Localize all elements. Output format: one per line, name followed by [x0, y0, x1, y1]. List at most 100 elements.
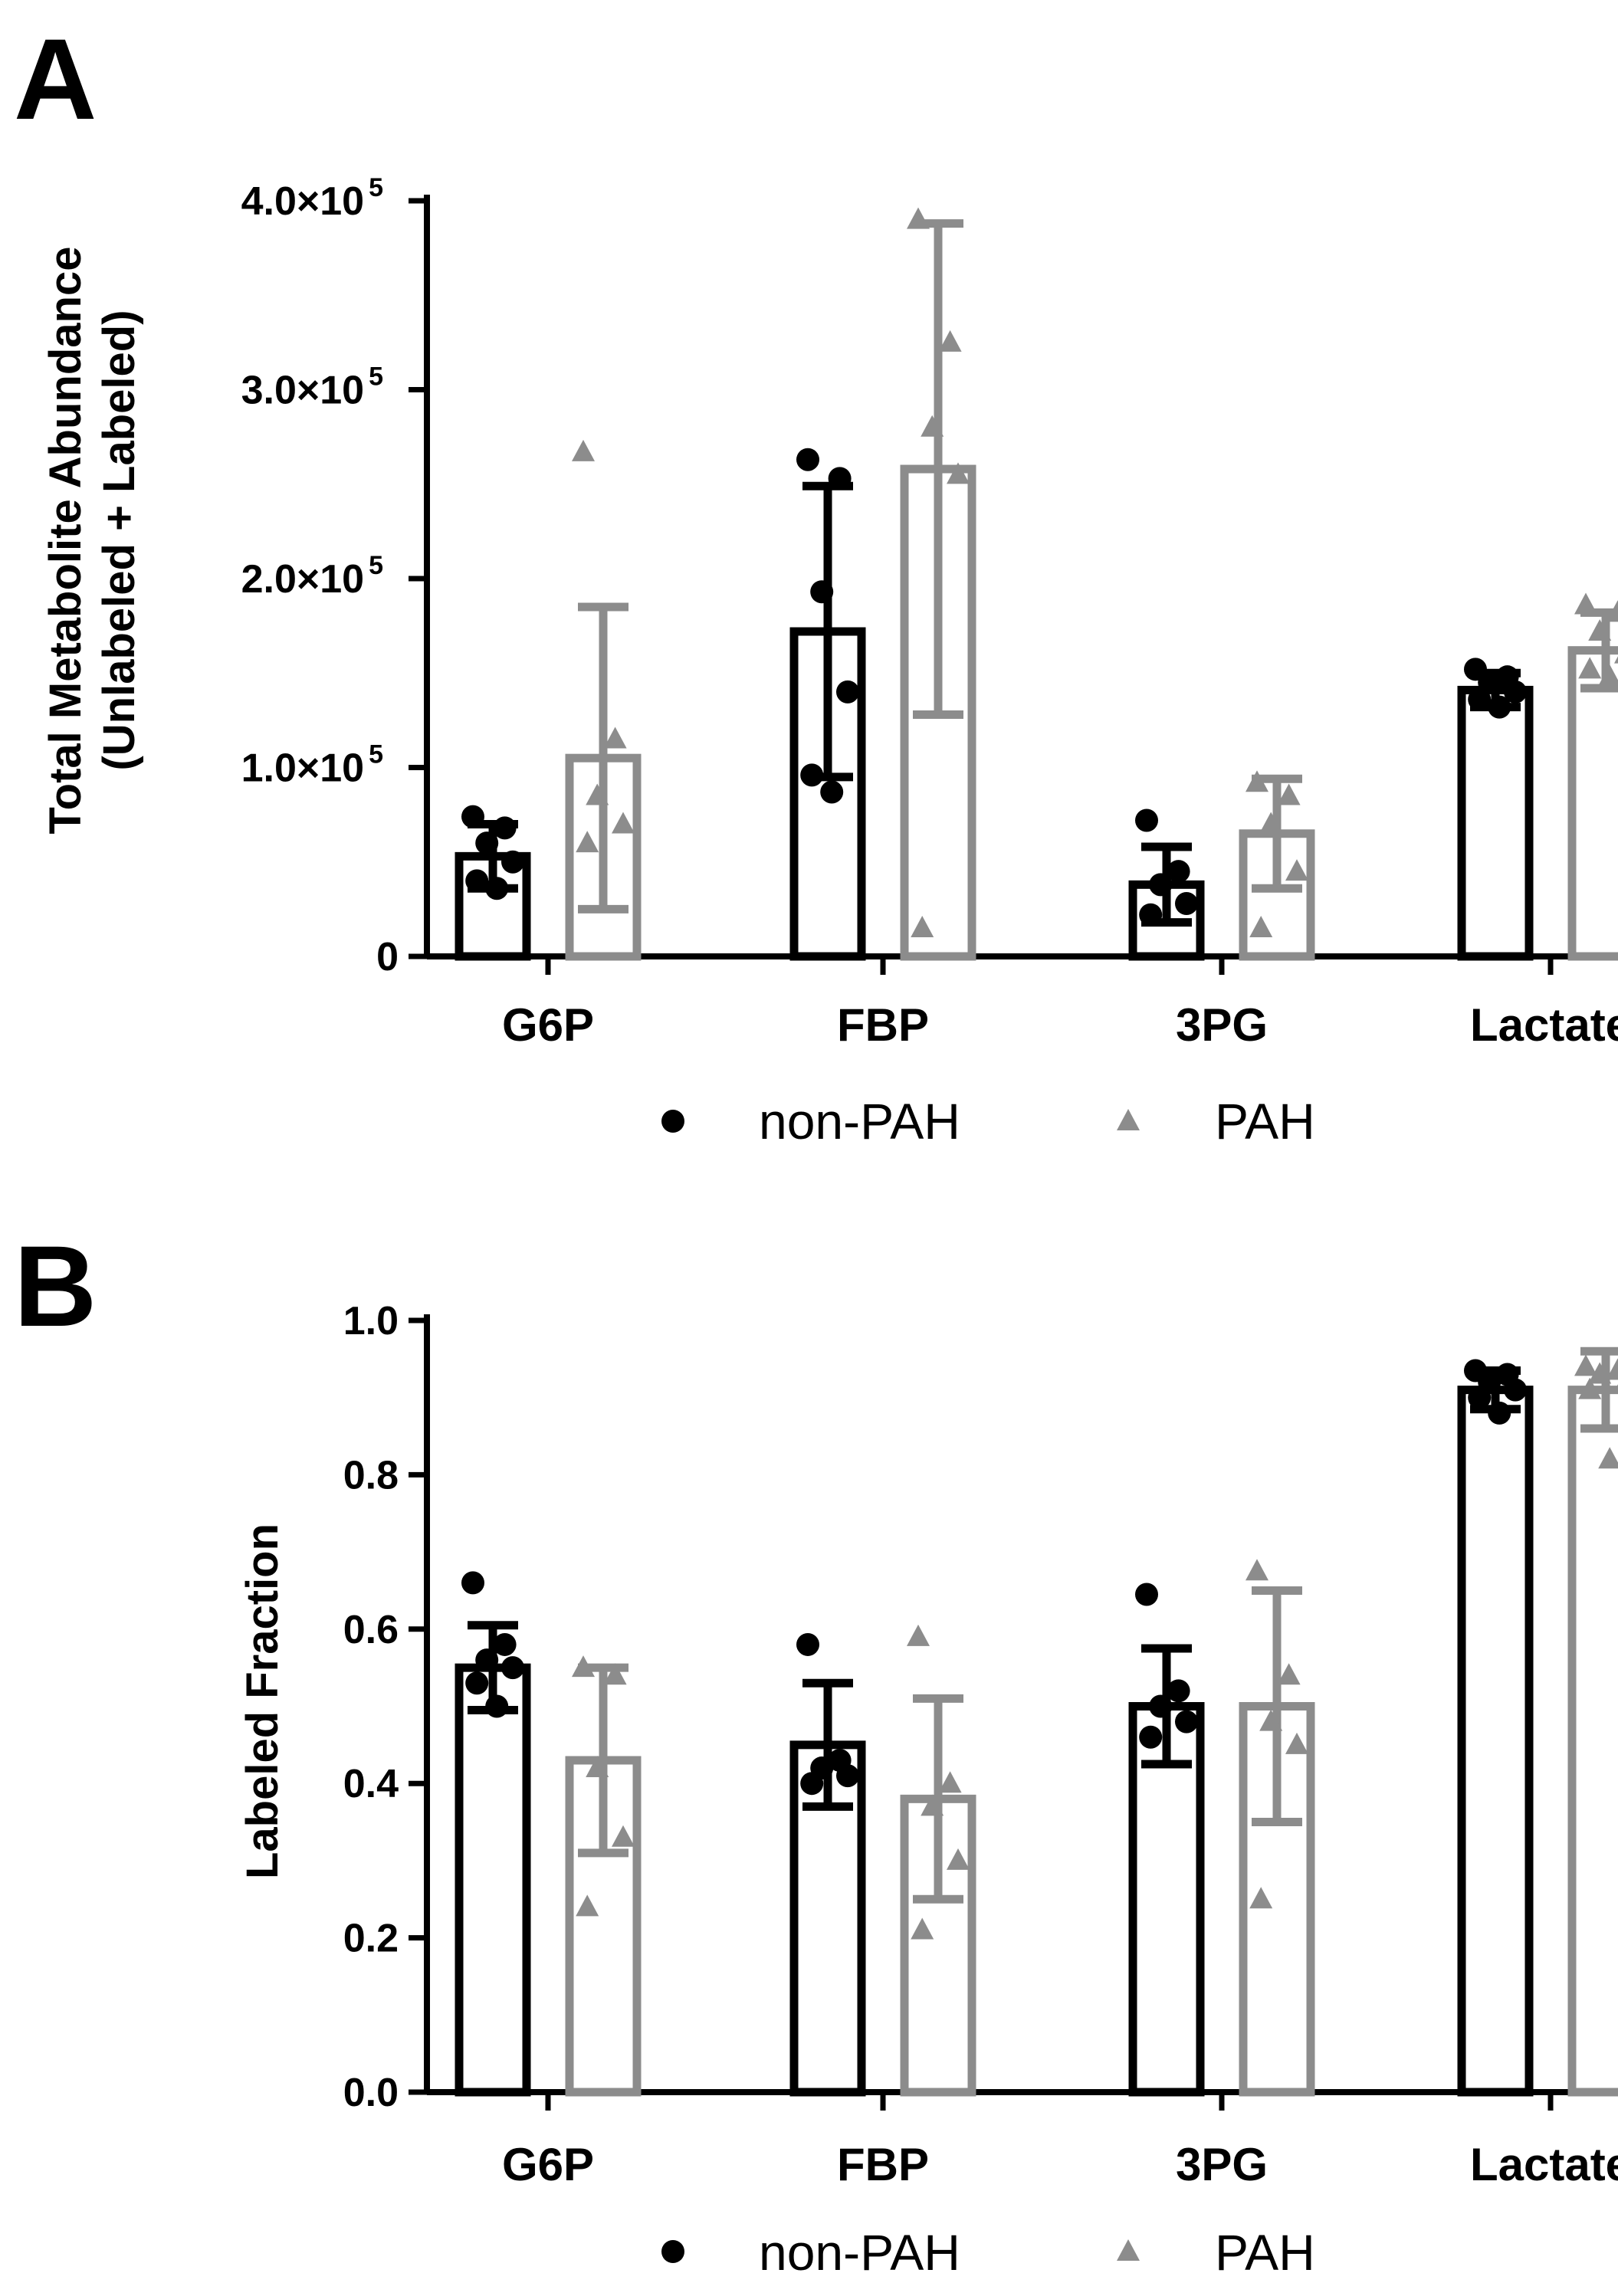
point-pah: [1614, 656, 1618, 664]
point-pah: [921, 415, 944, 437]
point-non-pah: [1175, 891, 1198, 915]
legend-pah-label: PAH: [1215, 1093, 1315, 1150]
point-pah: [947, 1848, 970, 1870]
point-pah: [1245, 770, 1268, 792]
point-pah: [1598, 1447, 1618, 1469]
point-non-pah: [475, 1648, 499, 1672]
panel-a-y-axis-label-line2: (Unlabeled + Labeled): [94, 310, 144, 770]
point-pah: [603, 727, 627, 749]
point-non-pah: [1149, 873, 1173, 897]
panel-b-plot-area: 0.0 0.2 0.4 0.6 0.8 1.0 G6P FBP 3PG Lactate: [343, 1299, 1618, 2190]
bar-pah: [1567, 1386, 1618, 2097]
panel-b-y-axis-label: Labeled Fraction: [238, 1524, 287, 1879]
x-category-label: Lactate: [1470, 2139, 1618, 2190]
point-pah: [612, 812, 635, 834]
panel-a-chart: A Total Metabolite Abundance (Unlabeled …: [14, 15, 1618, 1150]
point-non-pah: [1135, 1583, 1158, 1606]
point-non-pah: [461, 805, 484, 828]
x-category-label: G6P: [502, 2139, 594, 2190]
y-tick-label: 1.0×10 5: [241, 740, 383, 791]
point-pah: [1588, 1362, 1612, 1384]
x-category-label: Lactate: [1470, 999, 1618, 1051]
point-non-pah: [1504, 1378, 1527, 1402]
point-pah: [938, 330, 962, 352]
point-pah: [586, 783, 609, 805]
point-non-pah: [485, 877, 509, 900]
bar-non-pah: [1457, 685, 1534, 961]
point-non-pah: [461, 1571, 484, 1595]
legend-pah-label: PAH: [1215, 2224, 1315, 2281]
point-non-pah: [1139, 903, 1163, 927]
point-pah: [911, 1917, 934, 1940]
point-non-pah: [796, 448, 819, 471]
y-tick-label: 0.4: [343, 1762, 399, 1806]
point-non-pah: [493, 816, 517, 840]
point-non-pah: [820, 780, 844, 804]
point-pah: [1249, 916, 1273, 938]
point-pah: [947, 462, 970, 484]
point-non-pah: [800, 1772, 824, 1796]
legend-non-pah-marker: [661, 2240, 684, 2263]
point-pah: [1578, 1377, 1602, 1399]
point-non-pah: [828, 467, 852, 490]
panel-a-plot-area: 0 1.0×10 5 2.0×10 5 3.0×10 5 4.0×10 5 G6P FBP 3PG La…: [241, 173, 1618, 1051]
panel-b-letter: B: [14, 1222, 97, 1350]
point-pah: [1285, 859, 1308, 881]
y-tick-label: 0.8: [343, 1453, 399, 1497]
point-pah: [921, 1794, 944, 1816]
point-non-pah: [1468, 687, 1492, 711]
point-non-pah: [1468, 1386, 1492, 1409]
point-non-pah: [810, 580, 834, 604]
bar-non-pah: [455, 1663, 531, 2097]
point-pah: [907, 207, 930, 229]
point-non-pah: [800, 763, 824, 787]
point-pah: [1588, 619, 1612, 641]
bar-pah: [900, 1794, 976, 2097]
point-pah: [1574, 592, 1597, 615]
point-non-pah: [465, 869, 489, 893]
point-non-pah: [501, 850, 524, 874]
point-non-pah: [1167, 860, 1190, 884]
point-pah: [576, 831, 599, 853]
panel-b-chart: B Labeled Fraction 0.0 0.2 0.4 0.6 0.8 1.0 G6P…: [14, 1222, 1618, 2281]
point-non-pah: [485, 1694, 509, 1718]
legend-pah-marker: [1117, 1109, 1140, 1130]
x-category-label: 3PG: [1176, 2139, 1268, 2190]
point-non-pah: [1504, 680, 1527, 704]
point-non-pah: [1149, 1694, 1173, 1718]
point-non-pah: [836, 1764, 859, 1788]
legend-non-pah-marker: [661, 1110, 684, 1133]
y-tick-label: 1.0: [343, 1299, 399, 1343]
point-pah: [1249, 1887, 1273, 1909]
point-non-pah: [1478, 671, 1501, 694]
point-non-pah: [796, 1632, 819, 1656]
point-pah: [572, 439, 595, 461]
point-pah: [1259, 1709, 1283, 1731]
point-pah: [1606, 1358, 1618, 1380]
y-tick-label: 3.0×10 5: [241, 362, 383, 413]
point-pah: [1598, 664, 1618, 687]
y-tick-label: 4.0×10 5: [241, 173, 383, 224]
point-pah: [576, 1894, 599, 1917]
point-pah: [1614, 1384, 1618, 1392]
x-category-label: G6P: [502, 999, 594, 1051]
y-tick-label: 0.0: [343, 2071, 399, 2115]
x-category-label: 3PG: [1176, 999, 1268, 1051]
point-pah: [1606, 600, 1618, 622]
point-pah: [572, 1655, 595, 1678]
point-pah: [1578, 657, 1602, 679]
point-non-pah: [1167, 1679, 1190, 1703]
point-non-pah: [1175, 1710, 1198, 1733]
panel-a-letter: A: [14, 15, 97, 143]
point-pah: [907, 1624, 930, 1646]
legend-non-pah-label: non-PAH: [759, 1093, 960, 1150]
bar-non-pah: [1128, 1702, 1205, 2097]
point-non-pah: [1139, 1725, 1163, 1749]
panel-a-y-axis-label-line1: Total Metabolite Abundance: [41, 247, 90, 835]
point-non-pah: [493, 1632, 517, 1656]
point-pah: [1245, 1559, 1268, 1581]
point-non-pah: [501, 1656, 524, 1680]
y-tick-label: 0.2: [343, 1917, 399, 1961]
point-pah: [1277, 1663, 1301, 1685]
